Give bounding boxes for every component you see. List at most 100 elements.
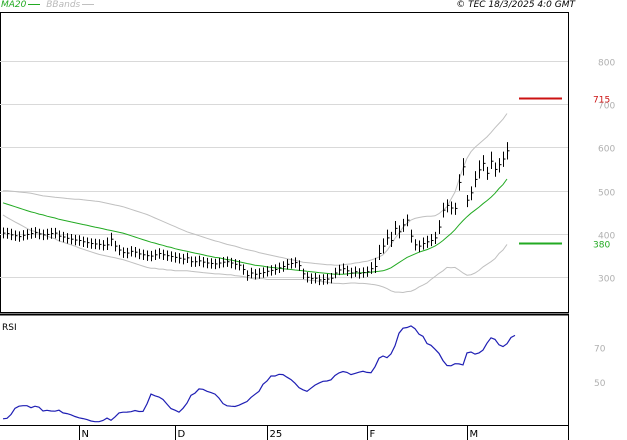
price-bar [459,174,462,191]
price-bar [383,238,386,254]
price-bar [131,246,134,257]
price-bar [475,171,478,188]
price-bar [507,142,510,160]
price-bar [427,235,430,248]
price-bar [115,240,118,252]
price-bar [259,268,262,279]
price-bar [135,247,138,258]
price-bar [267,266,270,277]
price-bar [419,240,422,253]
price-bar [39,228,42,240]
price-bar [483,155,486,172]
price-bar [391,231,394,247]
price-bar [359,268,362,279]
price-bar [495,162,498,177]
price-bar [227,256,230,267]
price-bar [171,251,174,262]
price-bar [143,249,146,260]
price-bar [127,247,130,259]
price-bar [343,263,346,274]
price-bar [179,253,182,264]
ma20-legend-swatch [28,4,41,5]
price-bar [339,264,342,276]
price-bars [3,142,510,286]
price-bar [87,237,90,248]
price-y-tick-label: 300 [598,275,615,285]
price-bar [351,267,354,279]
price-bar [247,270,250,281]
price-bar [11,228,14,241]
price-bar [215,258,218,270]
price-y-tick-label: 400 [598,232,615,242]
price-panel-frame [0,12,569,313]
price-bar [199,255,202,267]
price-bar [99,239,102,250]
price-bar [7,227,10,239]
price-bar [327,273,330,285]
price-bar [19,231,22,242]
price-bar [103,240,106,251]
price-bar [55,227,58,239]
price-bar [203,256,206,268]
annotation-label-715: 715 [593,96,610,106]
price-bar [307,272,310,283]
price-bar [23,230,26,241]
price-bar [183,253,186,265]
price-bar [487,166,490,180]
bbands-legend-label: BBands [46,0,81,10]
price-bar [163,249,166,260]
price-bar [311,273,314,284]
price-bar [223,256,226,268]
rsi-y-tick-label: 50 [594,379,606,389]
price-bar [219,257,222,269]
bbands-legend-swatch [82,4,95,5]
rsi-y-tick-labels: 70 50 [594,344,606,389]
price-bar [463,158,466,176]
price-bar [139,248,142,260]
price-bar [211,258,214,269]
price-bar [287,259,290,270]
price-bar [191,256,194,267]
price-bar [335,267,338,279]
price-bar [167,250,170,261]
copyright-notice: © TEC 18/3/2025 4:0 GMT [456,0,575,10]
price-bar [231,257,234,269]
annotation-label-380: 380 [593,241,610,251]
price-y-tick-label: 800 [598,59,615,69]
price-bar [239,260,242,271]
price-bar [111,232,114,247]
price-bar [431,234,434,247]
price-bar [291,258,294,269]
price-bar [59,230,62,242]
price-bar [15,230,18,241]
price-bar [147,250,150,261]
price-bar [503,151,506,167]
price-bar [331,273,334,284]
price-bar [279,262,282,273]
price-bar [479,160,482,179]
rsi-line [2,325,516,423]
bbands-lower-line [2,214,508,294]
ma20-line [2,178,508,275]
price-bar [91,238,94,249]
price-bar [295,257,298,268]
price-bar [155,249,158,260]
price-bar [395,221,398,235]
price-bar [51,227,54,239]
price-bar [79,235,82,246]
price-bar [255,269,258,280]
price-bar [371,262,374,274]
price-bar [43,229,46,241]
price-bar [435,231,438,244]
ma20-legend-label: MA20 [1,0,27,10]
price-bar [71,234,74,245]
panel-separator [0,313,569,316]
price-bar [31,227,34,239]
price-bar [491,151,494,169]
price-bar [319,274,322,286]
price-bar [159,248,162,259]
price-bar [375,257,378,273]
price-y-tick-label: 700 [598,102,615,112]
price-bar [407,214,410,227]
price-bar [35,227,38,238]
